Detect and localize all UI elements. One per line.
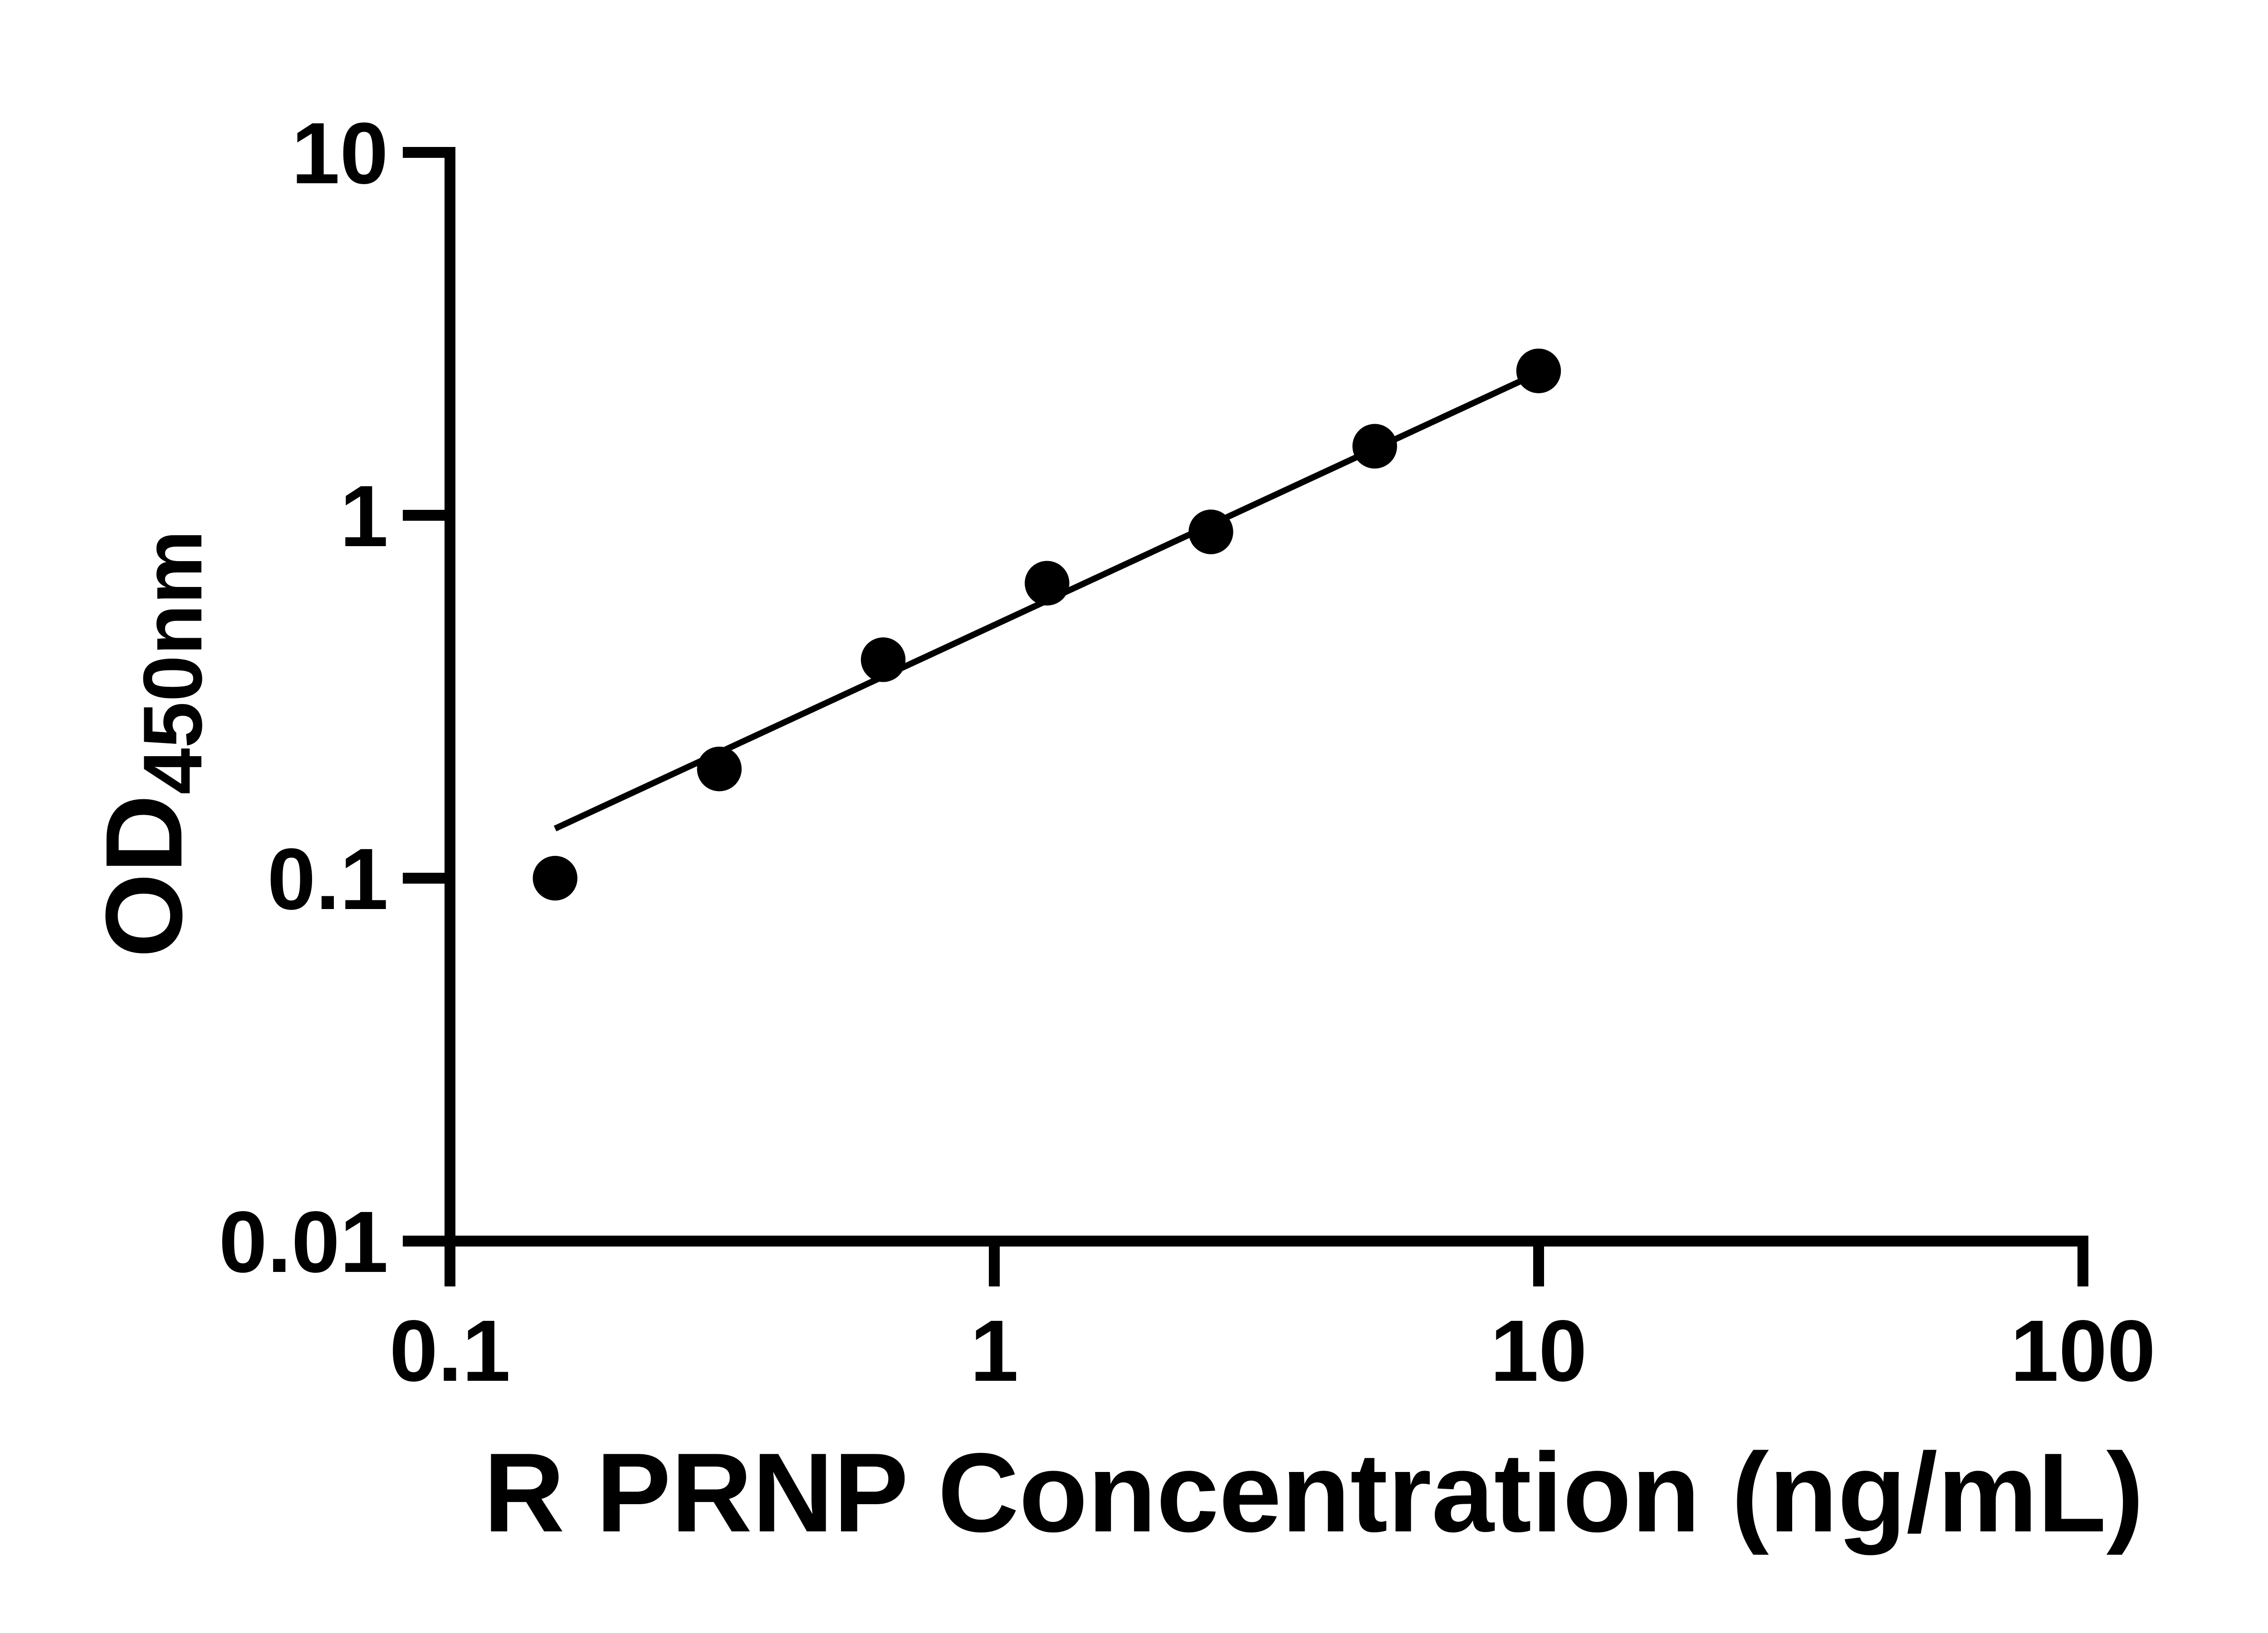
y-tick-label: 10 (291, 104, 388, 202)
y-axis-title-subscript: 450nm (126, 530, 219, 795)
y-axis-title: OD450nm (83, 530, 219, 958)
x-tick-label: 0.1 (390, 1302, 511, 1399)
data-point (860, 637, 906, 682)
data-point (1352, 424, 1397, 469)
x-tick-label: 10 (1490, 1302, 1587, 1399)
data-point (1188, 509, 1233, 554)
y-axis-title-main: OD (83, 795, 205, 958)
data-point (697, 746, 742, 792)
x-axis-title: R PRNP Concentration (ng/mL) (484, 1429, 2144, 1555)
data-point (1516, 348, 1561, 393)
y-tick-label: 0.01 (219, 1193, 388, 1291)
data-point (533, 856, 577, 901)
y-tick-label: 1 (340, 467, 388, 565)
y-tick-label: 0.1 (267, 830, 388, 928)
data-point (1025, 561, 1070, 606)
x-tick-label: 100 (2010, 1302, 2156, 1399)
x-tick-label: 1 (970, 1302, 1019, 1399)
